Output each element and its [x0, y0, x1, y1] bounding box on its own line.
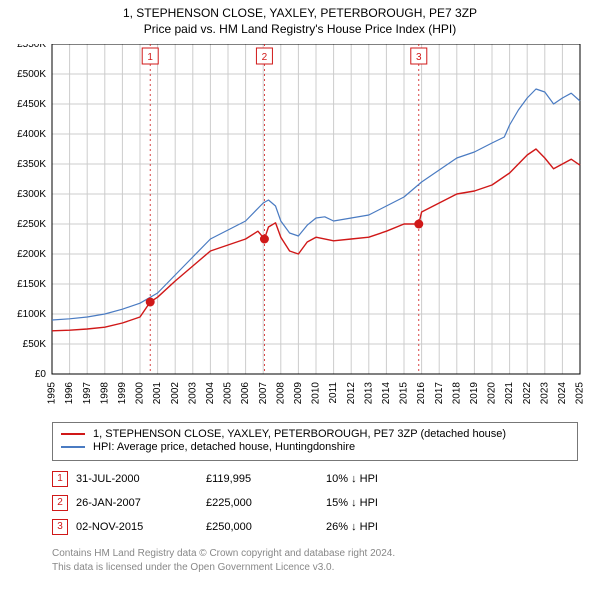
svg-text:1999: 1999	[117, 382, 128, 405]
svg-text:1: 1	[147, 52, 153, 63]
chart-titles: 1, STEPHENSON CLOSE, YAXLEY, PETERBOROUG…	[0, 0, 600, 36]
svg-text:2025: 2025	[575, 382, 586, 405]
svg-text:3: 3	[416, 52, 422, 63]
svg-text:2014: 2014	[381, 382, 392, 405]
page-root: 1, STEPHENSON CLOSE, YAXLEY, PETERBOROUG…	[0, 0, 600, 590]
svg-text:2019: 2019	[469, 382, 480, 405]
transactions-table: 1 31-JUL-2000£119,99510% ↓ HPI 2 26-JAN-200…	[52, 471, 578, 535]
transaction-date: 02-NOV-2015	[76, 521, 206, 533]
svg-text:2010: 2010	[311, 382, 322, 405]
chart-title-subtitle: Price paid vs. HM Land Registry's House …	[0, 22, 600, 36]
svg-text:2005: 2005	[223, 382, 234, 405]
svg-text:2015: 2015	[399, 382, 410, 405]
footer-attribution: Contains HM Land Registry data © Crown c…	[52, 547, 578, 574]
svg-text:£300K: £300K	[17, 189, 46, 200]
footer-line-1: Contains HM Land Registry data © Crown c…	[52, 547, 578, 561]
transaction-delta: 15% ↓ HPI	[326, 497, 446, 509]
legend-label-hpi: HPI: Average price, detached house, Hunt…	[93, 441, 355, 453]
chart-container: £0 £50K £100K £150K £200K £250K £300K £350K £400…	[0, 44, 600, 414]
transaction-marker: 1	[52, 471, 68, 487]
svg-text:2008: 2008	[275, 382, 286, 405]
svg-text:£100K: £100K	[17, 309, 46, 320]
svg-text:2024: 2024	[557, 382, 568, 405]
svg-text:1998: 1998	[99, 382, 110, 405]
transaction-price: £225,000	[206, 497, 326, 509]
svg-text:2004: 2004	[205, 382, 216, 405]
svg-text:1996: 1996	[64, 382, 75, 405]
svg-text:£250K: £250K	[17, 219, 46, 230]
svg-text:2021: 2021	[504, 382, 515, 405]
svg-text:£150K: £150K	[17, 279, 46, 290]
svg-text:1997: 1997	[82, 382, 93, 405]
svg-text:2011: 2011	[328, 382, 339, 404]
chart-title-address: 1, STEPHENSON CLOSE, YAXLEY, PETERBOROUG…	[0, 6, 600, 20]
transaction-price: £250,000	[206, 521, 326, 533]
svg-text:2018: 2018	[451, 382, 462, 405]
svg-text:£450K: £450K	[17, 99, 46, 110]
svg-text:2: 2	[262, 52, 268, 63]
transaction-date: 26-JAN-2007	[76, 497, 206, 509]
svg-text:2003: 2003	[187, 382, 198, 405]
svg-text:£350K: £350K	[17, 159, 46, 170]
svg-text:£200K: £200K	[17, 249, 46, 260]
price-chart: £0 £50K £100K £150K £200K £250K £300K £350K £400…	[0, 44, 600, 414]
legend: 1, STEPHENSON CLOSE, YAXLEY, PETERBOROUG…	[52, 422, 578, 461]
transaction-delta: 10% ↓ HPI	[326, 473, 446, 485]
svg-text:2006: 2006	[240, 382, 251, 405]
svg-text:£0: £0	[35, 369, 47, 380]
transaction-price: £119,995	[206, 473, 326, 485]
legend-row-property: 1, STEPHENSON CLOSE, YAXLEY, PETERBOROUG…	[61, 428, 569, 440]
svg-text:2001: 2001	[152, 382, 163, 405]
transaction-marker: 3	[52, 519, 68, 535]
svg-text:2023: 2023	[539, 382, 550, 405]
svg-text:£400K: £400K	[17, 129, 46, 140]
legend-row-hpi: HPI: Average price, detached house, Hunt…	[61, 441, 569, 453]
svg-text:£550K: £550K	[17, 44, 46, 50]
legend-swatch-property	[61, 433, 85, 435]
svg-text:2009: 2009	[293, 382, 304, 405]
svg-text:2017: 2017	[434, 382, 445, 405]
transaction-date: 31-JUL-2000	[76, 473, 206, 485]
svg-text:2007: 2007	[258, 382, 269, 405]
svg-text:1995: 1995	[47, 382, 58, 405]
svg-text:2020: 2020	[487, 382, 498, 405]
svg-text:2012: 2012	[346, 382, 357, 405]
svg-text:2022: 2022	[522, 382, 533, 405]
svg-text:2013: 2013	[363, 382, 374, 405]
svg-text:2016: 2016	[416, 382, 427, 405]
legend-swatch-hpi	[61, 446, 85, 448]
svg-text:£500K: £500K	[17, 69, 46, 80]
legend-label-property: 1, STEPHENSON CLOSE, YAXLEY, PETERBOROUG…	[93, 428, 506, 440]
transaction-delta: 26% ↓ HPI	[326, 521, 446, 533]
svg-text:2002: 2002	[170, 382, 181, 405]
svg-text:2000: 2000	[135, 382, 146, 405]
svg-text:£50K: £50K	[23, 339, 47, 350]
transaction-marker: 2	[52, 495, 68, 511]
footer-line-2: This data is licensed under the Open Gov…	[52, 561, 578, 575]
